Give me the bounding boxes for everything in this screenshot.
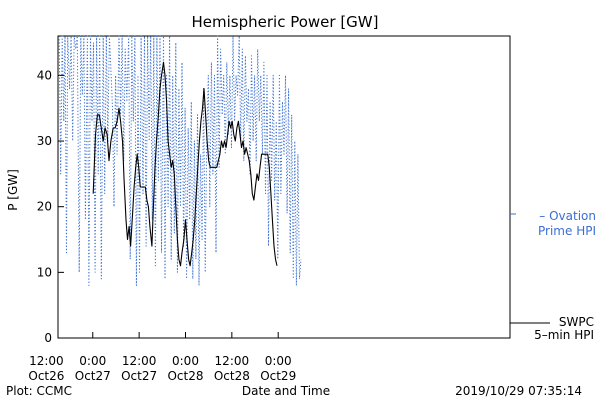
x-tick-time-label: 12:00 — [215, 354, 250, 368]
x-tick-time-label: 0:00 — [172, 354, 199, 368]
legend-label-ovation: Prime HPI — [538, 224, 596, 238]
x-axis-label: Date and Time — [242, 384, 330, 398]
series-line-ovation-prime — [58, 35, 302, 286]
x-tick-date-label: Oct28 — [214, 369, 250, 383]
footer-plot-credit: Plot: CCMC — [6, 384, 72, 398]
legend-label-swpc: 5–min HPI — [534, 328, 594, 342]
series-layer — [58, 35, 302, 286]
x-axis-ticks: 12:00Oct260:00Oct2712:00Oct270:00Oct2812… — [28, 332, 296, 383]
y-tick-label: 20 — [37, 200, 52, 214]
x-tick-time-label: 12:00 — [122, 354, 157, 368]
y-tick-label: 0 — [44, 331, 52, 345]
x-tick-date-label: Oct27 — [75, 369, 111, 383]
x-tick-date-label: Oct27 — [121, 369, 157, 383]
x-tick-time-label: 0:00 — [265, 354, 292, 368]
chart-title: Hemispheric Power [GW] — [192, 13, 379, 31]
x-tick-date-label: Oct28 — [167, 369, 203, 383]
x-tick-time-label: 12:00 — [29, 354, 64, 368]
footer-timestamp: 2019/10/29 07:35:14 — [455, 384, 582, 398]
legend-label-swpc: SWPC — [559, 315, 594, 329]
y-axis-label: P [GW] — [6, 169, 20, 211]
y-tick-label: 10 — [37, 265, 52, 279]
x-tick-date-label: Oct29 — [260, 369, 296, 383]
y-axis-ticks: 0 10 20 30 40 — [37, 68, 64, 345]
y-tick-label: 30 — [37, 134, 52, 148]
x-tick-time-label: 0:00 — [79, 354, 106, 368]
y-tick-label: 40 — [37, 68, 52, 82]
x-tick-date-label: Oct26 — [28, 369, 64, 383]
series-line-swpc — [92, 61, 278, 267]
legend-label-ovation: – Ovation — [539, 209, 596, 223]
plot-frame — [57, 35, 511, 339]
